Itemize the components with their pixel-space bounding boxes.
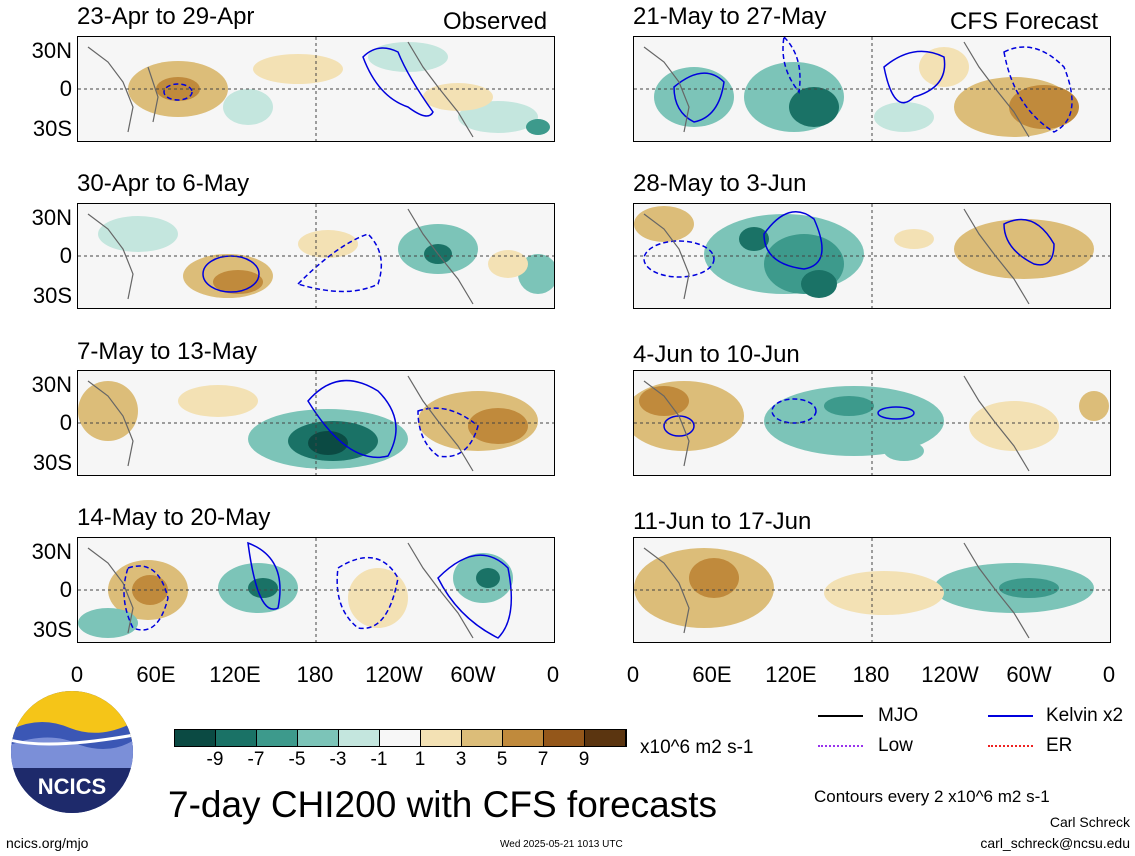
anomaly-map — [634, 371, 1110, 475]
ncics-logo-icon: NCICS — [11, 691, 133, 813]
lat-label-0: 0 — [59, 243, 72, 268]
anomaly-map — [78, 37, 554, 141]
colorbar-swatch — [175, 730, 216, 746]
anomaly-map — [78, 538, 554, 642]
map-panel — [77, 203, 555, 309]
panel-title: 21-May to 27-May — [633, 3, 827, 30]
colorbar-swatch — [585, 730, 626, 746]
observed-label: Observed — [443, 8, 548, 35]
colorbar-swatch — [339, 730, 380, 746]
legend-label-low: Low — [878, 735, 913, 756]
colorbar — [174, 729, 627, 747]
lon-label: 60W — [450, 662, 496, 687]
colorbar-swatch — [380, 730, 421, 746]
legend-label-er: ER — [1046, 735, 1073, 756]
lon-label: 0 — [626, 662, 640, 687]
map-panel — [77, 537, 555, 643]
colorbar-tick-label: -9 — [206, 749, 224, 770]
colorbar-swatch — [216, 730, 257, 746]
colorbar-tick-label: 9 — [578, 749, 590, 770]
anomaly-map — [634, 204, 1110, 308]
colorbar-swatch — [544, 730, 585, 746]
footer-url[interactable]: ncics.org/mjo — [6, 835, 89, 851]
footer-email[interactable]: carl_schreck@ncsu.edu — [980, 835, 1130, 851]
footer-author: Carl Schreck — [1049, 814, 1130, 830]
lat-label-30s: 30S — [32, 116, 72, 141]
low-line-swatch — [818, 745, 863, 747]
kelvin-line-swatch — [988, 715, 1033, 717]
map-panel — [633, 537, 1111, 643]
lon-label: 120W — [365, 662, 423, 687]
contour-interval-note: Contours every 2 x10^6 m2 s-1 — [814, 787, 1050, 806]
panel-title: 30-Apr to 6-May — [77, 170, 250, 197]
ncics-logo: NCICS — [10, 690, 134, 814]
anomaly-map — [634, 538, 1110, 642]
logo-text: NCICS — [38, 774, 106, 799]
colorbar-tick-label: 1 — [414, 749, 426, 770]
colorbar-swatch — [421, 730, 462, 746]
colorbar-swatch — [462, 730, 503, 746]
lon-label: 120E — [209, 662, 261, 687]
lat-label-30s: 30S — [32, 450, 72, 475]
lat-label-30n: 30N — [31, 372, 72, 397]
colorbar-tick-label: -5 — [288, 749, 306, 770]
lon-label: 0 — [546, 662, 560, 687]
lon-label: 0 — [1102, 662, 1116, 687]
er-line-swatch — [988, 745, 1033, 747]
legend-label-mjo: MJO — [878, 705, 919, 726]
lat-label-30n: 30N — [31, 539, 72, 564]
mjo-line-swatch — [818, 715, 863, 717]
lon-label: 120W — [921, 662, 979, 687]
panel-title: 28-May to 3-Jun — [633, 170, 807, 197]
colorbar-swatch — [503, 730, 544, 746]
colorbar-tick-label: 3 — [455, 749, 467, 770]
lat-label-0: 0 — [59, 76, 72, 101]
lon-label: 60E — [692, 662, 732, 687]
panel-title: 4-Jun to 10-Jun — [633, 341, 800, 368]
lat-label-30n: 30N — [31, 205, 72, 230]
lat-label-30s: 30S — [32, 283, 72, 308]
panel-title: 7-May to 13-May — [77, 338, 258, 365]
map-panel — [633, 203, 1111, 309]
panel-title: 11-Jun to 17-Jun — [633, 508, 812, 535]
map-panel — [633, 370, 1111, 476]
lon-label: 60E — [136, 662, 176, 687]
colorbar-swatch — [298, 730, 339, 746]
anomaly-map — [78, 371, 554, 475]
lat-label-0: 0 — [59, 577, 72, 602]
lon-label: 180 — [852, 662, 890, 687]
panel-title: 14-May to 20-May — [77, 504, 271, 531]
lon-label: 60W — [1006, 662, 1052, 687]
map-panel — [77, 36, 555, 142]
panel-title: 23-Apr to 29-Apr — [77, 3, 255, 30]
anomaly-map — [634, 37, 1110, 141]
lat-label-30n: 30N — [31, 38, 72, 63]
colorbar-tick-label: 5 — [496, 749, 508, 770]
lon-label: 180 — [296, 662, 334, 687]
map-panel — [633, 36, 1111, 142]
figure-title: 7-day CHI200 with CFS forecasts — [168, 784, 718, 825]
lat-label-30s: 30S — [32, 617, 72, 642]
colorbar-tick-label: -3 — [329, 749, 347, 770]
colorbar-tick-label: 7 — [537, 749, 549, 770]
lon-label: 0 — [70, 662, 84, 687]
lon-label: 120E — [765, 662, 817, 687]
colorbar-units: x10^6 m2 s-1 — [640, 737, 754, 758]
colorbar-tick-label: -7 — [247, 749, 265, 770]
legend-label-kelvin: Kelvin x2 — [1046, 705, 1124, 726]
map-panel — [77, 370, 555, 476]
colorbar-tick-label: -1 — [370, 749, 388, 770]
cfs-forecast-label: CFS Forecast — [950, 8, 1099, 35]
colorbar-swatch — [257, 730, 298, 746]
anomaly-map — [78, 204, 554, 308]
footer-timestamp: Wed 2025-05-21 1013 UTC — [500, 839, 623, 850]
lat-label-0: 0 — [59, 410, 72, 435]
